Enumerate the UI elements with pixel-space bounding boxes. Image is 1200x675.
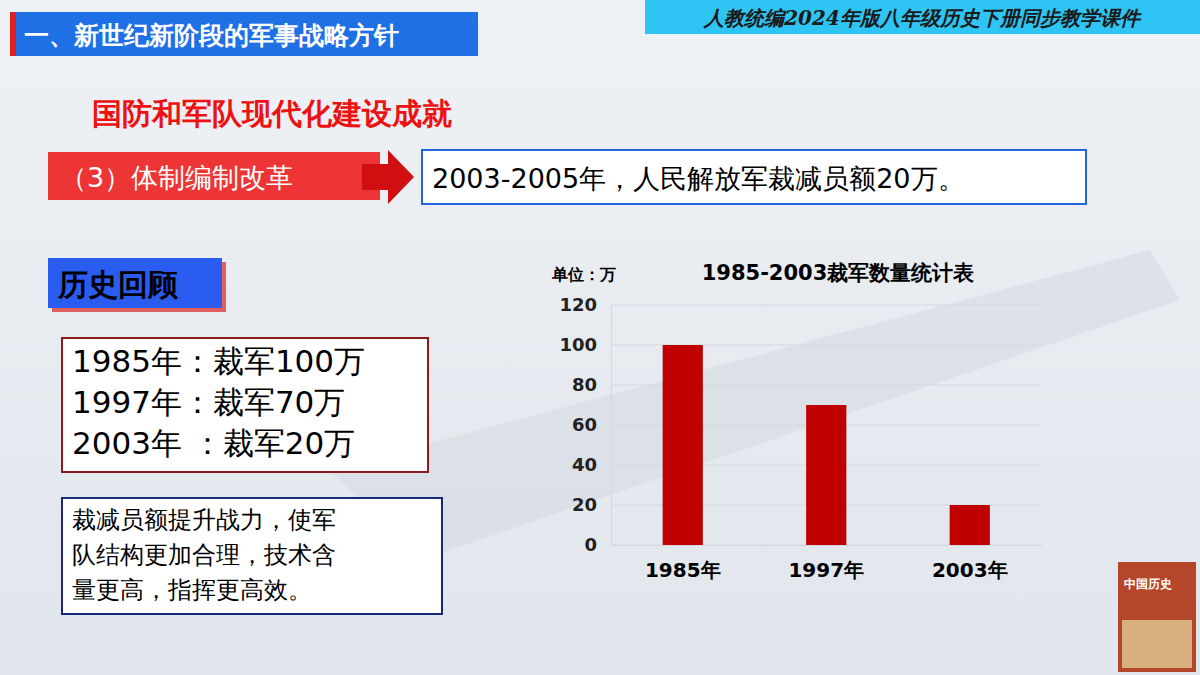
y-tick-label: 60 bbox=[572, 414, 597, 435]
y-tick-label: 120 bbox=[559, 294, 597, 315]
y-tick-label: 20 bbox=[572, 494, 597, 515]
bar bbox=[663, 345, 703, 545]
bar bbox=[806, 405, 846, 545]
review-line: 1985年：裁军100万 bbox=[72, 343, 365, 379]
summary-line: 队结构更加合理，技术含 bbox=[72, 541, 336, 569]
reform-label-box bbox=[48, 152, 380, 200]
x-axis: 1985年 1997年 2003年 bbox=[612, 545, 1043, 582]
bars bbox=[663, 345, 990, 545]
y-axis-line bbox=[611, 306, 612, 546]
header-accent bbox=[10, 12, 16, 56]
y-tick: 0 bbox=[584, 534, 611, 555]
review-line: 1997年：裁军70万 bbox=[72, 384, 345, 420]
y-tick: 100 bbox=[559, 334, 611, 355]
y-tick-label: 40 bbox=[572, 454, 597, 475]
y-tick: 20 bbox=[572, 494, 611, 515]
book-cover-image bbox=[1122, 620, 1192, 668]
y-axis: 0 20 40 60 80 100 120 bbox=[559, 294, 611, 555]
review-lines-box bbox=[62, 338, 428, 472]
x-tick-label: 1997年 bbox=[788, 558, 864, 582]
background bbox=[0, 0, 1200, 675]
grid-line bbox=[611, 305, 1042, 306]
summary-line: 裁减员额提升战力，使军 bbox=[72, 506, 336, 534]
section-title: 国防和军队现代化建设成就 bbox=[92, 96, 452, 131]
grid bbox=[611, 305, 1042, 545]
review-title: 历史回顾 bbox=[57, 267, 178, 302]
x-tick: 1997年 bbox=[788, 545, 864, 582]
header: 一、新世纪新阶段的军事战略方针 bbox=[24, 21, 399, 50]
banner: 人教统编2024年版八年级历史下册同步教学课件 bbox=[703, 6, 1142, 30]
summary-box bbox=[62, 498, 442, 614]
reform-content-box bbox=[422, 150, 1086, 204]
y-tick: 120 bbox=[559, 294, 611, 315]
y-tick: 40 bbox=[572, 454, 611, 475]
bar bbox=[950, 505, 990, 545]
banner-box bbox=[645, 0, 1200, 34]
y-tick-label: 0 bbox=[584, 534, 597, 555]
book-cover-title: 中国历史 bbox=[1124, 577, 1172, 591]
x-tick-label: 2003年 bbox=[932, 558, 1008, 582]
slide: 一、新世纪新阶段的军事战略方针 人教统编2024年版八年级历史下册同步教学课件国防… bbox=[0, 0, 1200, 675]
x-tick: 2003年 bbox=[932, 545, 1008, 582]
summary-line: 量更高，指挥更高效。 bbox=[72, 576, 312, 604]
reform-content: 2003-2005年，人民解放军裁减员额20万。 bbox=[432, 163, 965, 194]
x-tick-label: 1985年 bbox=[645, 558, 721, 582]
x-tick: 1985年 bbox=[645, 545, 721, 582]
review-line: 2003年 ：裁军20万 bbox=[72, 425, 355, 461]
review-title-box bbox=[48, 258, 222, 308]
arrow bbox=[362, 150, 414, 204]
book-cover bbox=[1118, 562, 1196, 672]
y-tick: 60 bbox=[572, 414, 611, 435]
header-box bbox=[10, 12, 478, 56]
carrier-silhouette bbox=[330, 250, 1180, 560]
y-tick-label: 80 bbox=[572, 374, 597, 395]
y-axis-label: 单位：万 bbox=[551, 265, 616, 284]
y-tick: 80 bbox=[572, 374, 611, 395]
chart-title: 1985-2003裁军数量统计表 bbox=[702, 261, 975, 285]
reform-label: （3）体制编制改革 bbox=[60, 162, 293, 193]
y-tick-label: 100 bbox=[559, 334, 597, 355]
x-axis-line bbox=[612, 545, 1043, 546]
